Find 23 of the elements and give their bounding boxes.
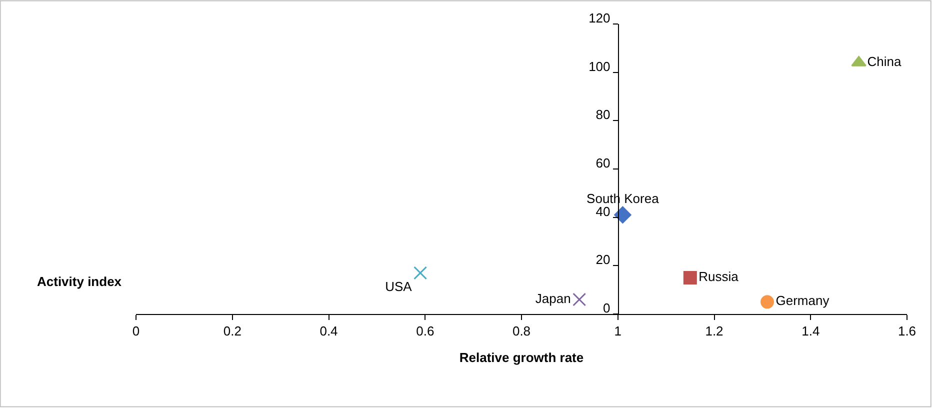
y-tick-label: 60 xyxy=(596,156,610,171)
y-tick-label: 40 xyxy=(596,204,610,219)
y-axis-title: Activity index xyxy=(37,274,122,289)
series-label: USA xyxy=(385,279,412,294)
y-tick-label: 0 xyxy=(603,300,610,316)
x-tick-label: 1.4 xyxy=(802,324,820,339)
series-label: Germany xyxy=(776,293,830,308)
x-axis-title: Relative growth rate xyxy=(459,350,584,366)
x-tick-label: 0 xyxy=(132,324,140,339)
x-tick-label: 1.6 xyxy=(898,324,916,339)
x-tick-label: 0.2 xyxy=(223,324,242,339)
series-label: Japan xyxy=(535,290,571,306)
series-label: Russia xyxy=(698,269,740,284)
y-tick-label: 20 xyxy=(596,252,610,268)
series-label: China xyxy=(867,54,902,69)
y-tick-label: 80 xyxy=(596,107,610,122)
y-tick-label: 120 xyxy=(588,10,610,26)
x-tick-label: 1 xyxy=(614,324,622,339)
x-tick-label: 1.2 xyxy=(705,324,724,339)
x-tick-label: 0.4 xyxy=(320,324,338,339)
x-tick-label: 0.6 xyxy=(416,324,434,339)
y-tick-label: 100 xyxy=(588,58,610,74)
x-tick-label: 0.8 xyxy=(512,324,531,339)
